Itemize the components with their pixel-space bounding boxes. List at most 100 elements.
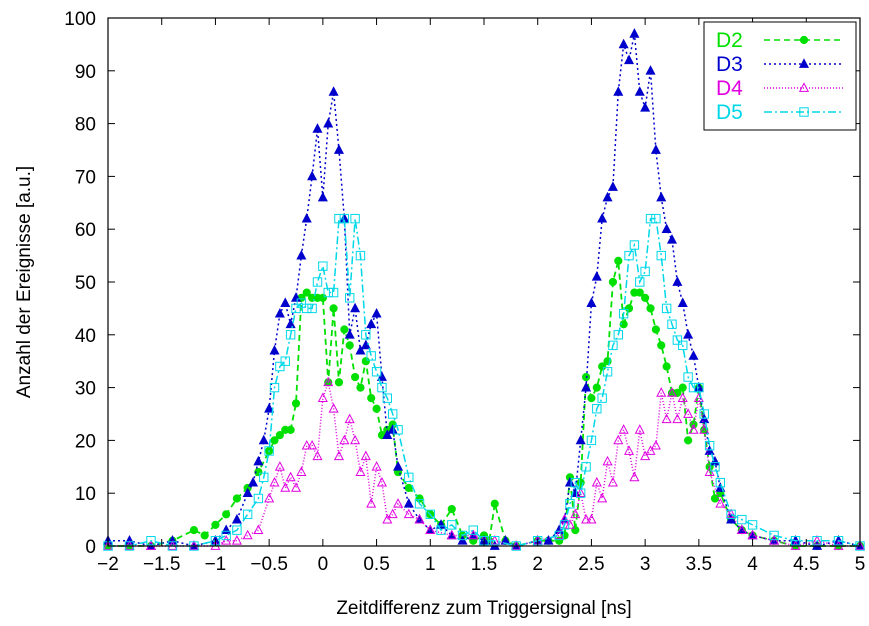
data-point — [264, 403, 275, 413]
data-point — [602, 191, 613, 202]
data-point — [618, 424, 629, 434]
data-point — [253, 455, 264, 466]
data-point — [602, 455, 613, 466]
data-point — [339, 434, 350, 445]
y-tick-label: 70 — [75, 167, 96, 188]
x-axis-label: Zeitdifferenz zum Triggersignal [ns] — [336, 598, 631, 619]
data-point — [323, 376, 334, 387]
data-point — [221, 530, 231, 541]
x-tick-label: −1 — [205, 554, 227, 575]
data-point — [634, 86, 645, 96]
data-point — [355, 344, 366, 355]
data-point — [301, 439, 312, 450]
data-point — [361, 357, 370, 366]
data-point — [634, 424, 645, 434]
data-point — [312, 450, 323, 461]
data-point — [490, 536, 500, 546]
y-tick-label: 30 — [75, 379, 96, 400]
data-point — [591, 271, 602, 281]
data-point — [387, 424, 398, 434]
x-tick-label: 4 — [747, 554, 758, 575]
data-point — [614, 256, 623, 265]
data-point — [667, 319, 677, 329]
x-tick-label: 0.5 — [363, 554, 389, 575]
data-point — [366, 498, 377, 508]
data-point — [656, 250, 666, 261]
data-point — [650, 439, 661, 450]
data-point — [340, 325, 349, 334]
data-point — [447, 520, 457, 530]
data-point — [259, 472, 269, 483]
y-tick-label: 80 — [75, 115, 96, 136]
data-point — [683, 372, 693, 382]
data-point — [302, 303, 312, 314]
data-point — [657, 341, 666, 350]
data-point — [688, 350, 699, 360]
data-point — [253, 493, 264, 504]
data-point — [318, 261, 328, 271]
data-point — [640, 102, 651, 112]
data-point — [747, 529, 758, 540]
data-point — [624, 250, 634, 261]
data-point — [367, 394, 376, 403]
legend-marker — [799, 107, 809, 117]
data-point — [683, 329, 694, 339]
data-point — [468, 525, 478, 535]
x-tick-label: −2 — [97, 554, 119, 575]
data-point — [275, 361, 285, 372]
data-point — [666, 234, 678, 244]
data-point — [554, 529, 565, 540]
data-point — [345, 341, 354, 350]
data-point — [414, 499, 425, 509]
data-point — [629, 471, 640, 482]
series-d2 — [103, 256, 865, 551]
data-point — [382, 393, 393, 403]
data-point — [812, 536, 822, 546]
data-point — [812, 535, 823, 545]
x-tick-label: 4.5 — [793, 554, 819, 575]
data-point — [269, 344, 280, 355]
data-point — [640, 266, 650, 277]
data-point — [575, 487, 586, 498]
data-point — [312, 123, 323, 133]
data-point — [608, 277, 618, 287]
data-point — [356, 383, 365, 392]
data-point — [387, 508, 398, 519]
data-point — [672, 335, 683, 345]
data-point — [403, 498, 414, 508]
data-point — [360, 450, 371, 461]
data-point — [242, 487, 253, 498]
data-point — [189, 526, 199, 535]
data-point — [301, 212, 312, 223]
x-tick-label: 1 — [425, 554, 436, 575]
data-point — [222, 510, 231, 519]
y-tick-label: 50 — [75, 273, 96, 294]
data-point — [231, 535, 242, 545]
data-point — [146, 536, 156, 546]
data-point — [565, 499, 575, 509]
data-point — [232, 525, 242, 535]
data-point — [404, 472, 414, 483]
data-point — [624, 54, 635, 65]
data-point — [290, 482, 302, 492]
y-tick-label: 100 — [64, 9, 96, 30]
data-point — [581, 381, 592, 392]
data-point — [334, 213, 344, 224]
x-tick-label: 3 — [640, 554, 651, 575]
data-point — [350, 213, 360, 224]
data-point — [274, 461, 285, 471]
data-point — [280, 297, 291, 307]
data-point — [575, 488, 586, 498]
axes: −2 −1.5 −1 −0.5 0 0.5 1 1.5 2 2.5 3 3.5 4 4.5 50102030… — [64, 9, 865, 575]
data-point — [350, 434, 361, 445]
data-point — [490, 499, 499, 508]
data-point — [317, 392, 328, 403]
data-point — [666, 387, 678, 397]
data-point — [613, 434, 624, 445]
y-tick-label: 10 — [75, 484, 96, 505]
data-point — [264, 446, 274, 456]
series-line — [108, 260, 860, 547]
data-point — [564, 476, 575, 487]
y-tick-label: 90 — [75, 62, 96, 83]
data-point — [269, 476, 280, 487]
